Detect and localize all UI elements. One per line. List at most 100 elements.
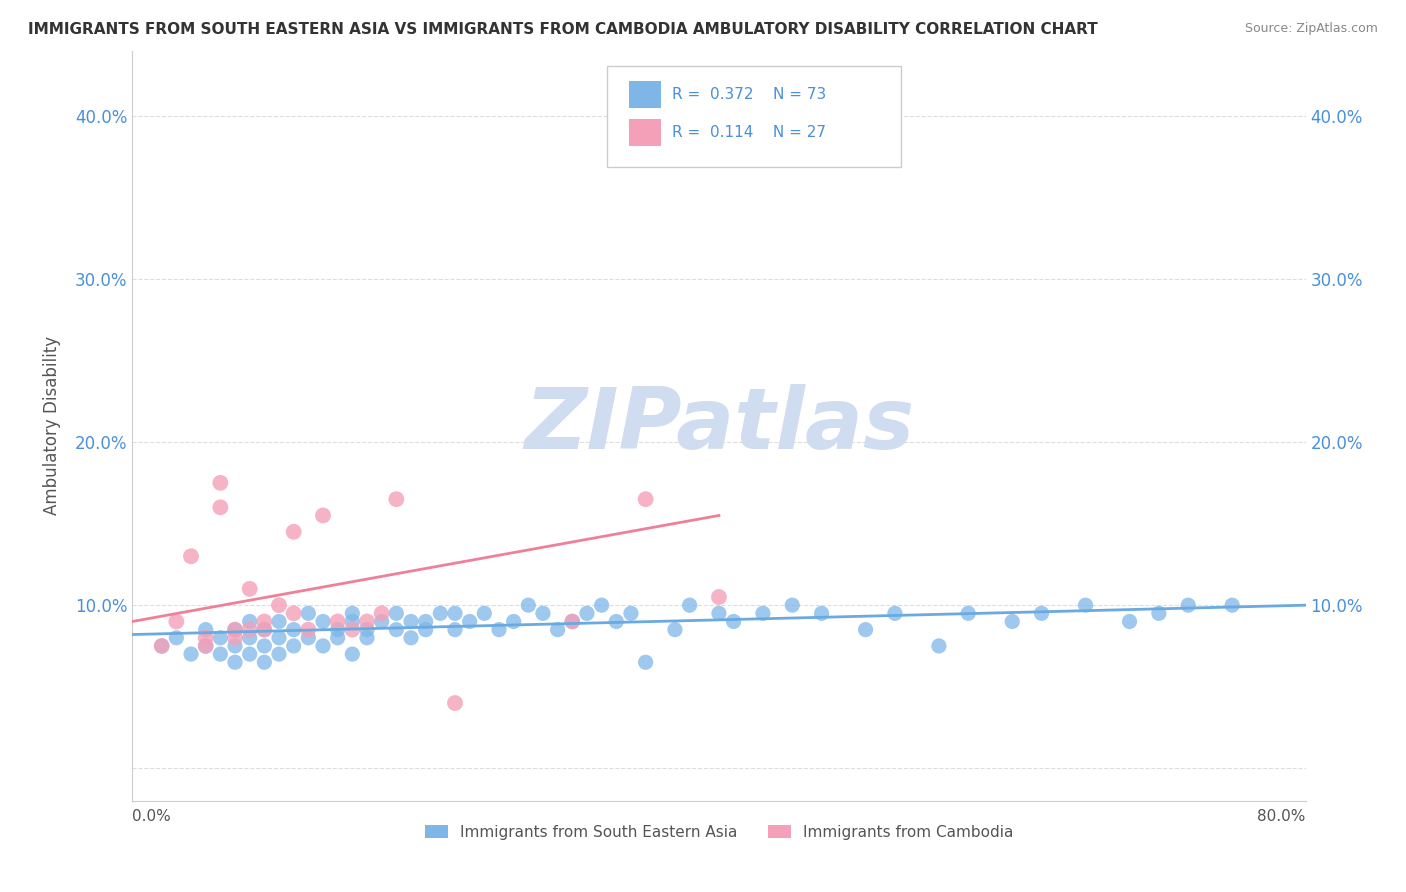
Point <box>150 639 173 653</box>
Text: 80.0%: 80.0% <box>1257 809 1306 824</box>
Text: 0.0%: 0.0% <box>132 809 172 824</box>
Point <box>283 623 305 637</box>
Y-axis label: Ambulatory Disability: Ambulatory Disability <box>44 336 60 516</box>
Point <box>239 623 262 637</box>
Point <box>165 615 187 629</box>
Point <box>605 615 627 629</box>
Point <box>620 607 643 621</box>
Point <box>855 623 877 637</box>
Point <box>634 655 657 669</box>
Point <box>531 607 554 621</box>
Point <box>239 647 262 661</box>
Point <box>415 623 437 637</box>
Point <box>810 607 832 621</box>
Point <box>283 607 305 621</box>
Point <box>356 631 378 645</box>
Point <box>312 508 335 523</box>
Point <box>1118 615 1140 629</box>
Point <box>370 615 392 629</box>
Point <box>283 639 305 653</box>
Point <box>957 607 980 621</box>
Point <box>1177 598 1199 612</box>
Point <box>1001 615 1024 629</box>
Text: R =  0.114    N = 27: R = 0.114 N = 27 <box>672 125 825 140</box>
Point <box>297 623 319 637</box>
Point <box>928 639 950 653</box>
Point <box>267 615 290 629</box>
Point <box>267 631 290 645</box>
Point <box>194 639 217 653</box>
Point <box>575 607 598 621</box>
Point <box>707 607 730 621</box>
Point <box>429 607 451 621</box>
Point <box>723 615 745 629</box>
Point <box>488 623 510 637</box>
Point <box>224 631 246 645</box>
Point <box>326 615 349 629</box>
Point <box>415 615 437 629</box>
FancyBboxPatch shape <box>607 66 901 167</box>
Point <box>444 607 467 621</box>
Point <box>678 598 700 612</box>
Point <box>342 615 364 629</box>
Point <box>180 647 202 661</box>
FancyBboxPatch shape <box>628 81 661 109</box>
Point <box>385 623 408 637</box>
Point <box>444 623 467 637</box>
Point <box>209 647 232 661</box>
Text: Source: ZipAtlas.com: Source: ZipAtlas.com <box>1244 22 1378 36</box>
Point <box>194 631 217 645</box>
Text: IMMIGRANTS FROM SOUTH EASTERN ASIA VS IMMIGRANTS FROM CAMBODIA AMBULATORY DISABI: IMMIGRANTS FROM SOUTH EASTERN ASIA VS IM… <box>28 22 1098 37</box>
Point <box>209 500 232 515</box>
Point <box>444 696 467 710</box>
Point <box>312 615 335 629</box>
Point <box>297 631 319 645</box>
Point <box>385 492 408 507</box>
Point <box>224 623 246 637</box>
Point <box>472 607 495 621</box>
Point <box>458 615 481 629</box>
Point <box>180 549 202 564</box>
Point <box>1031 607 1053 621</box>
Point <box>399 615 422 629</box>
Point <box>1220 598 1243 612</box>
Point <box>370 607 392 621</box>
Point <box>239 615 262 629</box>
Point <box>664 623 686 637</box>
Point <box>209 475 232 490</box>
Point <box>224 639 246 653</box>
Point <box>283 524 305 539</box>
Point <box>239 582 262 596</box>
Point <box>1074 598 1097 612</box>
Point <box>634 492 657 507</box>
Point <box>194 623 217 637</box>
Point <box>502 615 524 629</box>
Point <box>224 623 246 637</box>
Point <box>752 607 775 621</box>
Point <box>385 607 408 621</box>
Point <box>342 647 364 661</box>
Point <box>150 639 173 653</box>
Legend: Immigrants from South Eastern Asia, Immigrants from Cambodia: Immigrants from South Eastern Asia, Immi… <box>419 819 1019 846</box>
Point <box>707 590 730 604</box>
Point <box>356 623 378 637</box>
Point <box>209 631 232 645</box>
Point <box>399 631 422 645</box>
Point <box>253 639 276 653</box>
FancyBboxPatch shape <box>628 119 661 146</box>
Text: R =  0.372    N = 73: R = 0.372 N = 73 <box>672 87 827 103</box>
Point <box>253 623 276 637</box>
Point <box>253 623 276 637</box>
Point <box>297 607 319 621</box>
Point <box>253 655 276 669</box>
Point <box>224 655 246 669</box>
Point <box>165 631 187 645</box>
Point <box>517 598 540 612</box>
Point <box>267 647 290 661</box>
Point <box>239 631 262 645</box>
Point <box>312 639 335 653</box>
Point <box>561 615 583 629</box>
Point <box>780 598 803 612</box>
Point <box>342 607 364 621</box>
Text: ZIPatlas: ZIPatlas <box>524 384 914 467</box>
